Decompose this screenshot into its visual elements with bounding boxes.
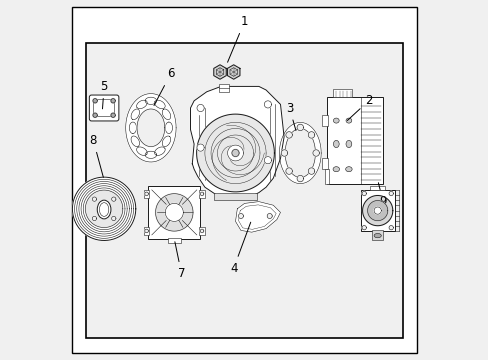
Polygon shape <box>165 203 183 221</box>
Polygon shape <box>296 124 303 131</box>
Polygon shape <box>85 190 122 228</box>
Bar <box>371 230 382 240</box>
Polygon shape <box>136 147 147 156</box>
Polygon shape <box>307 132 314 138</box>
Bar <box>219 84 229 92</box>
Ellipse shape <box>97 200 111 219</box>
Polygon shape <box>231 149 239 157</box>
Polygon shape <box>367 201 387 221</box>
Polygon shape <box>373 207 381 214</box>
Polygon shape <box>129 122 136 134</box>
Polygon shape <box>264 157 271 164</box>
Polygon shape <box>154 100 165 109</box>
Text: 4: 4 <box>229 222 250 275</box>
Text: 5: 5 <box>100 80 107 109</box>
Bar <box>360 190 394 231</box>
Polygon shape <box>213 65 226 79</box>
Polygon shape <box>362 195 392 226</box>
Polygon shape <box>200 192 203 195</box>
Polygon shape <box>361 192 366 195</box>
Polygon shape <box>196 114 274 192</box>
Text: 3: 3 <box>285 102 295 131</box>
Polygon shape <box>264 101 271 108</box>
Polygon shape <box>190 86 284 198</box>
Polygon shape <box>144 192 148 195</box>
Polygon shape <box>285 168 292 174</box>
Bar <box>370 186 384 190</box>
Polygon shape <box>279 122 321 184</box>
Polygon shape <box>285 132 292 138</box>
Polygon shape <box>145 97 156 104</box>
Polygon shape <box>227 145 243 161</box>
Polygon shape <box>296 175 303 182</box>
Polygon shape <box>131 109 139 120</box>
Bar <box>148 186 200 239</box>
Polygon shape <box>266 213 272 219</box>
Bar <box>199 190 204 198</box>
Polygon shape <box>111 113 115 117</box>
Text: 8: 8 <box>89 134 103 177</box>
Bar <box>325 169 328 184</box>
Bar <box>143 227 149 235</box>
Ellipse shape <box>346 140 351 148</box>
Text: 1: 1 <box>227 15 248 62</box>
Bar <box>332 89 352 97</box>
Bar <box>321 115 328 126</box>
Ellipse shape <box>346 118 351 123</box>
Bar <box>213 193 257 200</box>
Polygon shape <box>238 213 243 219</box>
Bar <box>326 97 382 184</box>
Bar <box>321 158 328 169</box>
Polygon shape <box>92 216 97 221</box>
Polygon shape <box>285 129 315 177</box>
Polygon shape <box>136 100 147 109</box>
Polygon shape <box>281 150 287 156</box>
Text: 6: 6 <box>154 67 174 105</box>
Polygon shape <box>227 65 240 79</box>
Bar <box>86 43 402 338</box>
FancyBboxPatch shape <box>89 95 119 121</box>
Polygon shape <box>137 109 164 147</box>
Polygon shape <box>93 113 97 117</box>
Polygon shape <box>197 144 204 151</box>
Polygon shape <box>307 168 314 174</box>
Polygon shape <box>125 94 176 162</box>
Polygon shape <box>235 202 280 232</box>
Polygon shape <box>93 99 97 103</box>
Polygon shape <box>388 226 392 230</box>
Polygon shape <box>111 99 115 103</box>
Polygon shape <box>111 197 116 201</box>
Polygon shape <box>72 177 136 240</box>
Polygon shape <box>131 136 139 147</box>
Text: 2: 2 <box>346 94 372 121</box>
Text: 9: 9 <box>378 183 386 208</box>
Bar <box>143 190 149 198</box>
Polygon shape <box>361 226 366 230</box>
Polygon shape <box>388 192 392 195</box>
Text: 7: 7 <box>175 242 185 280</box>
Polygon shape <box>162 109 170 120</box>
Polygon shape <box>155 194 193 231</box>
Polygon shape <box>154 147 165 156</box>
Bar <box>199 227 204 235</box>
Ellipse shape <box>332 167 339 172</box>
Polygon shape <box>312 150 319 156</box>
Ellipse shape <box>333 140 339 148</box>
Bar <box>167 238 181 243</box>
Polygon shape <box>144 229 148 233</box>
Ellipse shape <box>333 118 339 123</box>
Ellipse shape <box>345 167 351 172</box>
Polygon shape <box>92 197 97 201</box>
Polygon shape <box>111 216 116 221</box>
Polygon shape <box>165 122 172 134</box>
Polygon shape <box>162 136 170 147</box>
Ellipse shape <box>373 234 381 238</box>
Polygon shape <box>200 229 203 233</box>
Polygon shape <box>145 151 156 158</box>
Polygon shape <box>197 104 204 112</box>
